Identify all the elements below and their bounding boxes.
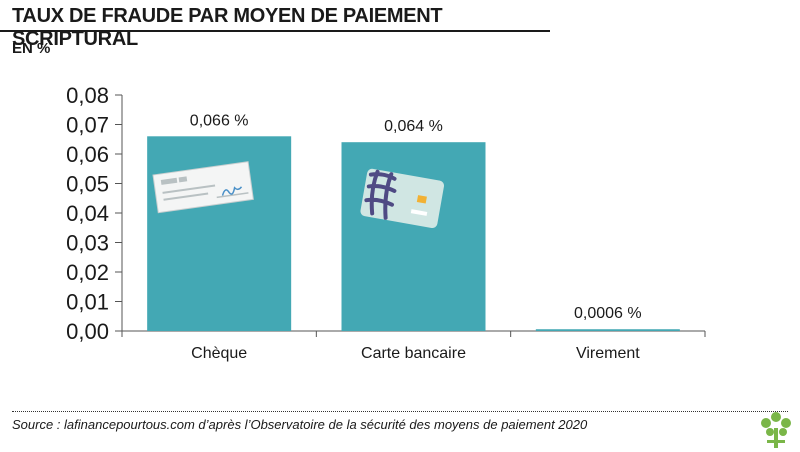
bar-3: [535, 329, 680, 331]
title-bar: TAUX DE FRAUDE PAR MOYEN DE PAIEMENT SCR…: [0, 0, 550, 50]
y-tick-label: 0,01: [66, 290, 109, 315]
category-label: Virement: [576, 345, 640, 362]
chart-title: TAUX DE FRAUDE PAR MOYEN DE PAIEMENT SCR…: [12, 5, 443, 50]
bar-2: [341, 142, 486, 331]
bank-card-icon: [360, 168, 445, 229]
y-tick-label: 0,06: [66, 142, 109, 167]
category-label: Chèque: [191, 345, 247, 362]
data-label: 0,064 %: [384, 118, 443, 135]
y-tick-label: 0,08: [66, 83, 109, 108]
y-tick-label: 0,04: [66, 201, 109, 226]
y-tick-label: 0,02: [66, 260, 109, 285]
tree-logo-icon: [761, 412, 791, 448]
source-note: Source : lafinancepourtous.com d’après l…: [12, 417, 588, 432]
y-tick-label: 0,05: [66, 172, 109, 197]
y-tick-label: 0,03: [66, 231, 109, 256]
unit-label: EN %: [12, 40, 51, 57]
check-icon: [152, 161, 254, 214]
data-label: 0,066 %: [190, 112, 249, 129]
category-label: Carte bancaire: [361, 345, 466, 362]
data-label: 0,0006 %: [574, 305, 642, 322]
source-divider: [12, 411, 788, 412]
y-tick-label: 0,07: [66, 113, 109, 138]
y-tick-label: 0,00: [66, 319, 109, 344]
